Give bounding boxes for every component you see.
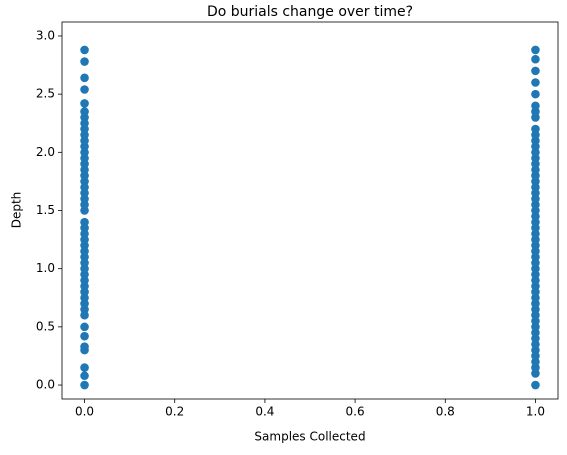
- y-tick-label: 0.0: [36, 378, 55, 392]
- point: [531, 89, 540, 99]
- y-tick-label: 1.0: [36, 261, 55, 275]
- x-tick-label: 0.6: [346, 405, 365, 419]
- x-tick-label: 0.4: [255, 405, 274, 419]
- point: [80, 217, 89, 227]
- point: [80, 85, 89, 94]
- point: [80, 45, 89, 55]
- point: [531, 54, 540, 64]
- y-tick-label: 3.0: [36, 28, 55, 42]
- y-tick-label: 0.5: [36, 319, 55, 333]
- y-axis-label: Depth: [10, 192, 24, 229]
- point: [531, 124, 540, 134]
- point: [80, 380, 89, 390]
- point: [80, 57, 89, 66]
- point: [531, 101, 540, 111]
- y-tick-label: 2.5: [36, 87, 55, 101]
- point: [80, 363, 89, 372]
- x-tick-label: 0.2: [165, 405, 184, 419]
- point: [80, 99, 89, 108]
- plot-frame: [61, 21, 559, 400]
- point: [80, 322, 89, 332]
- point: [531, 66, 540, 76]
- point: [531, 45, 540, 55]
- point: [80, 107, 89, 116]
- point: [80, 371, 89, 381]
- point: [80, 73, 89, 83]
- point: [531, 78, 540, 87]
- x-tick-label: 1.0: [526, 405, 545, 419]
- x-axis-label: Samples Collected: [254, 430, 365, 444]
- x-tick-label: 0.0: [75, 405, 94, 419]
- point: [80, 331, 89, 341]
- point: [531, 380, 540, 390]
- point: [80, 342, 89, 351]
- y-tick-label: 2.0: [36, 145, 55, 159]
- chart-title: Do burials change over time?: [207, 4, 413, 20]
- x-tick-label: 0.8: [436, 405, 455, 419]
- y-tick-label: 1.5: [36, 203, 55, 217]
